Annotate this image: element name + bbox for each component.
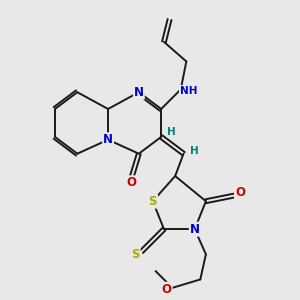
Text: NH: NH (180, 86, 197, 96)
Text: O: O (235, 186, 245, 199)
Text: H: H (167, 127, 176, 137)
Text: N: N (190, 223, 200, 236)
Text: S: S (148, 195, 157, 208)
Text: O: O (162, 283, 172, 296)
Text: N: N (103, 133, 113, 146)
Text: O: O (127, 176, 137, 189)
Text: N: N (134, 86, 144, 99)
Text: S: S (131, 248, 140, 261)
Text: H: H (190, 146, 199, 157)
